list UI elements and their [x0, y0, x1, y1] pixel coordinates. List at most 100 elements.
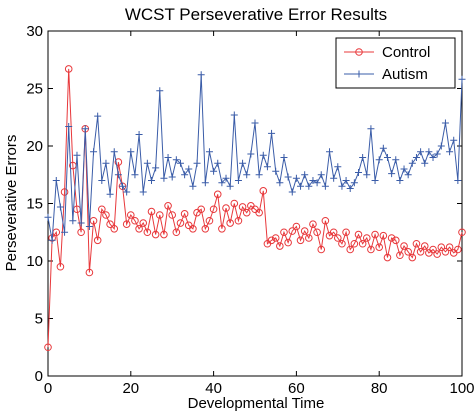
legend-label-autism: Autism	[382, 66, 428, 83]
autism-point	[276, 179, 284, 187]
control-point	[379, 231, 388, 240]
autism-point	[272, 167, 280, 175]
y-tick-label: 20	[26, 138, 43, 155]
control-point	[218, 225, 226, 233]
control-point	[197, 205, 205, 214]
control-point	[110, 225, 119, 233]
legend-box	[335, 37, 456, 89]
control-point	[93, 236, 102, 245]
autism-point	[404, 171, 412, 179]
control-point	[292, 222, 301, 231]
autism-point	[417, 148, 425, 156]
autism-point	[371, 177, 379, 184]
control-point	[371, 230, 379, 239]
control-point	[168, 211, 176, 219]
control-point	[437, 243, 446, 251]
autism-point	[123, 188, 131, 196]
autism-point	[131, 171, 139, 179]
control-point	[367, 245, 375, 254]
control-point	[122, 220, 131, 228]
autism-point	[309, 177, 317, 184]
autism-point	[342, 177, 350, 184]
control-point	[400, 242, 408, 250]
autism-point	[201, 179, 209, 187]
control-point	[242, 208, 251, 217]
x-tick-label: 60	[288, 380, 305, 397]
autism-point	[85, 223, 93, 230]
autism-point	[94, 112, 102, 120]
autism-point	[379, 144, 387, 152]
control-point	[404, 248, 412, 256]
control-point	[296, 236, 305, 245]
series-control	[44, 65, 466, 352]
autism-point	[297, 182, 305, 190]
control-point	[305, 234, 313, 242]
x-tick-label: 20	[122, 380, 139, 397]
control-point	[60, 188, 69, 196]
control-point	[350, 239, 359, 248]
control-point	[276, 242, 284, 250]
control-point	[313, 228, 321, 237]
autism-point	[48, 236, 56, 244]
control-point	[222, 204, 230, 212]
control-point	[102, 211, 110, 219]
autism-point	[408, 159, 416, 167]
autism-point	[239, 159, 247, 167]
control-point	[300, 227, 309, 235]
control-point	[271, 234, 280, 242]
control-point	[85, 268, 94, 277]
x-tick-label: 80	[371, 380, 388, 397]
y-tick-label: 15	[26, 196, 43, 213]
autism-point	[450, 136, 458, 144]
autism-point	[346, 185, 354, 193]
y-tick-label: 0	[35, 368, 43, 385]
autism-point	[383, 154, 391, 161]
autism-point	[363, 171, 371, 179]
control-point	[288, 227, 297, 235]
autism-point	[119, 182, 127, 190]
autism-point	[73, 151, 81, 159]
control-point	[383, 253, 392, 262]
autism-point	[65, 122, 73, 130]
autism-point	[412, 154, 420, 161]
control-point	[358, 239, 367, 248]
autism-point	[400, 165, 408, 173]
control-point	[189, 225, 197, 233]
control-point	[309, 220, 317, 228]
y-tick-label: 10	[26, 253, 43, 270]
autism-point	[114, 171, 122, 179]
control-point	[151, 230, 160, 239]
control-point	[338, 239, 346, 248]
autism-point	[90, 148, 98, 156]
autism-point	[156, 87, 164, 95]
autism-point	[222, 174, 230, 182]
control-point	[106, 220, 114, 228]
control-point	[317, 245, 326, 254]
autism-point	[425, 148, 433, 156]
data-series	[44, 65, 466, 352]
autism-point	[429, 154, 437, 161]
y-tick-label: 5	[35, 311, 43, 328]
autism-point	[81, 125, 89, 133]
control-point	[89, 216, 98, 225]
autism-point	[135, 131, 143, 138]
chart-title: WCST Perseverative Error Results	[125, 5, 387, 24]
autism-point	[102, 159, 110, 167]
control-point	[412, 239, 421, 248]
autism-point	[396, 177, 404, 184]
control-point	[209, 205, 218, 214]
autism-point	[243, 171, 251, 179]
autism-point	[359, 154, 367, 161]
legend-label-control: Control	[382, 44, 430, 61]
control-point	[259, 187, 268, 195]
control-point	[77, 228, 85, 237]
control-point	[416, 248, 425, 256]
control-point	[139, 219, 148, 227]
autism-point	[61, 228, 69, 236]
autism-point	[185, 165, 193, 173]
control-point	[334, 234, 342, 242]
autism-point	[205, 148, 213, 156]
autism-point	[321, 182, 329, 190]
x-axis-label: Developmental Time	[188, 395, 325, 412]
